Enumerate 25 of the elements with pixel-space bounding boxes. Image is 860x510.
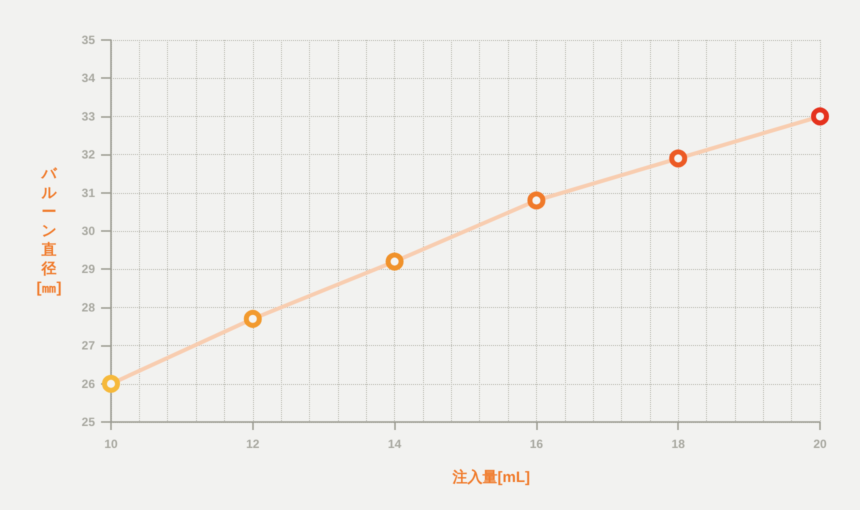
point xyxy=(244,310,262,328)
point xyxy=(669,149,688,168)
x-tick-label: 10 xyxy=(104,437,118,451)
y-tick-label: 34 xyxy=(82,71,96,86)
y-tick-label: 29 xyxy=(82,262,96,276)
y-tick-label: 25 xyxy=(82,415,96,429)
point xyxy=(386,252,404,271)
x-tick-label: 14 xyxy=(388,437,402,451)
y-tick-label: 30 xyxy=(82,224,96,238)
point xyxy=(102,374,120,393)
y-tick-label: 31 xyxy=(82,186,96,200)
x-tick-label: 12 xyxy=(246,437,260,451)
x-axis-title: 注入量[mL] xyxy=(452,468,530,486)
y-tick-label: 28 xyxy=(82,300,96,314)
x-tick-label: 20 xyxy=(813,437,827,451)
y-tick-label: 33 xyxy=(82,109,96,124)
y-tick-label: 27 xyxy=(82,338,96,353)
point xyxy=(811,107,829,126)
y-tick-label: 26 xyxy=(82,376,96,391)
x-tick-label: 16 xyxy=(530,437,544,451)
y-tick-label: 32 xyxy=(82,148,96,162)
point xyxy=(527,191,546,210)
y-axis-title: バルーン直径[㎜] xyxy=(36,166,62,296)
x-tick-label: 18 xyxy=(672,437,686,451)
y-tick-label: 35 xyxy=(82,33,96,47)
